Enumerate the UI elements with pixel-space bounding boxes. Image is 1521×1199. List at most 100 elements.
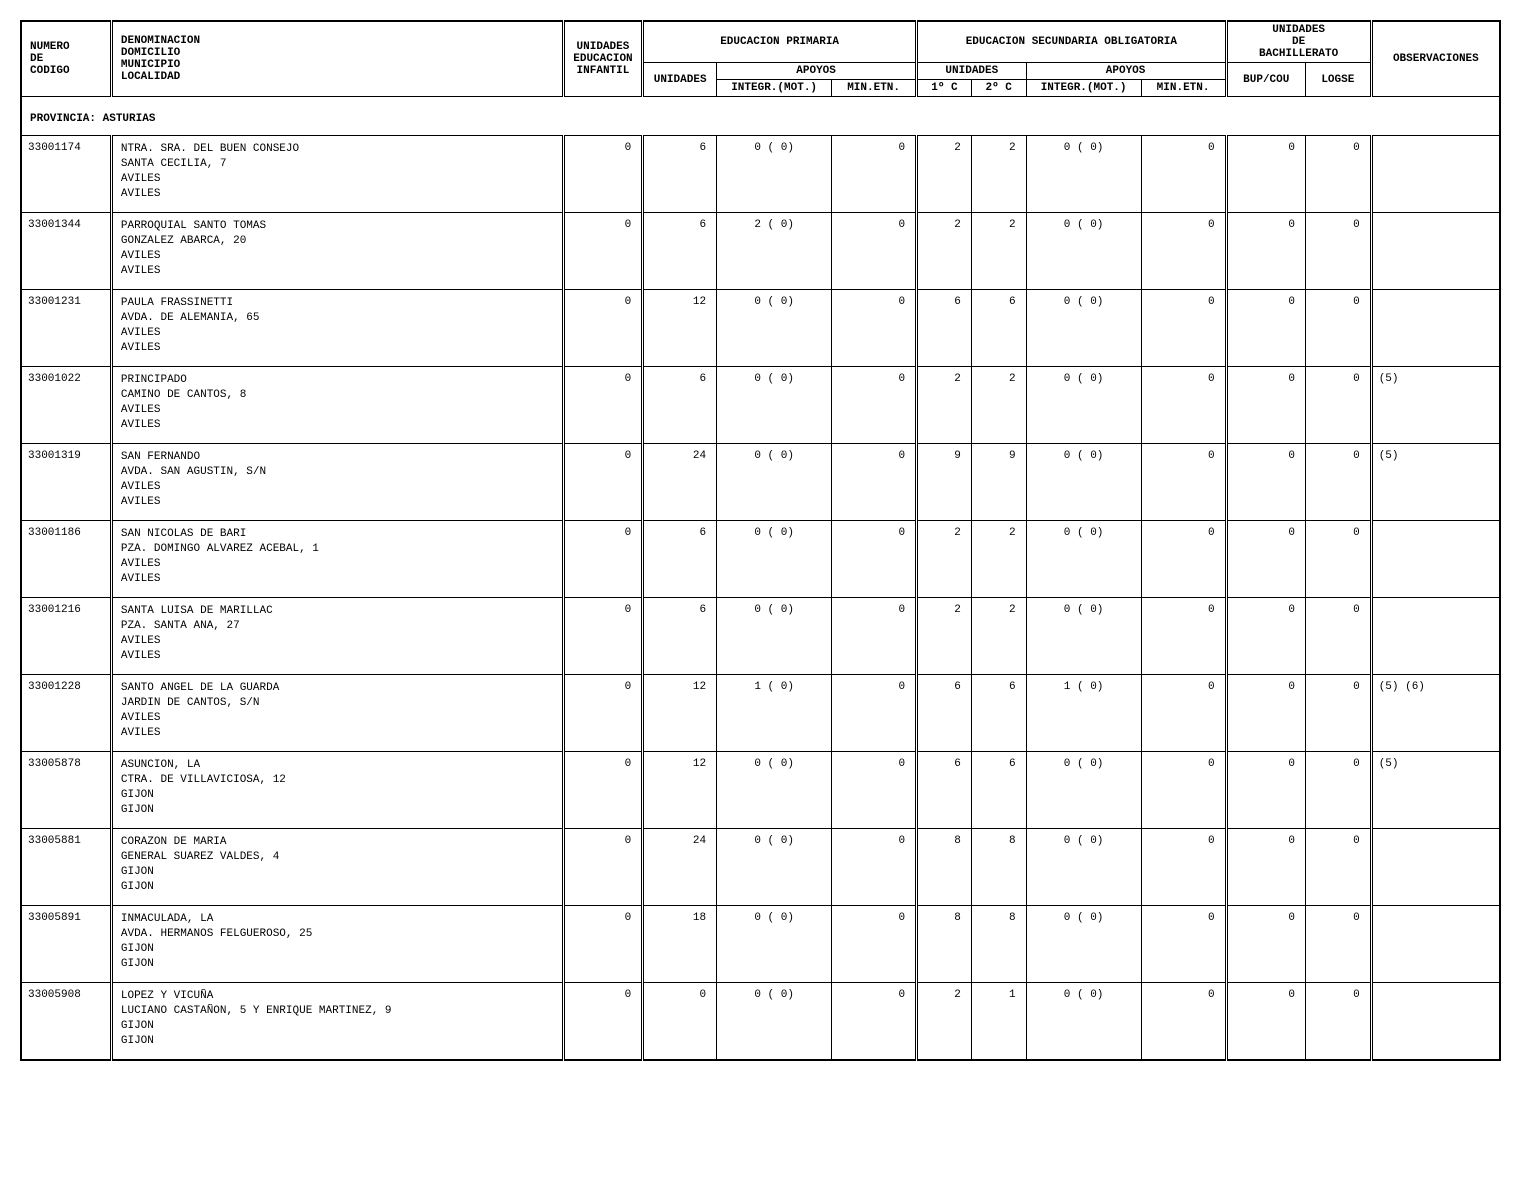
cell-denom: SANTO ANGEL DE LA GUARDA JARDIN DE CANTO… [111, 675, 563, 752]
cell-ep-integ: 0 ( 0) [717, 752, 832, 829]
cell-logse: 0 [1305, 675, 1371, 752]
school-units-table: NUMERO DE CODIGO DENOMINACION DOMICILIO … [20, 20, 1501, 1061]
table-row: 33001319SAN FERNANDO AVDA. SAN AGUSTIN, … [21, 444, 1500, 521]
hdr-1c: 1º C [917, 80, 972, 97]
cell-code: 33005881 [21, 829, 111, 906]
hdr-ep-min: MIN.ETN. [832, 80, 917, 97]
hdr-ep-integ: INTEGR.(MOT.) [717, 80, 832, 97]
cell-code: 33005878 [21, 752, 111, 829]
cell-infantil: 0 [563, 752, 642, 829]
cell-denom: ASUNCION, LA CTRA. DE VILLAVICIOSA, 12 G… [111, 752, 563, 829]
cell-bup: 0 [1226, 367, 1305, 444]
table-row: 33001344PARROQUIAL SANTO TOMAS GONZALEZ … [21, 213, 1500, 290]
cell-bup: 0 [1226, 829, 1305, 906]
cell-bup: 0 [1226, 136, 1305, 213]
cell-eso-integ: 0 ( 0) [1026, 213, 1141, 290]
cell-1c: 2 [917, 598, 972, 675]
hdr-eso-unidades: UNIDADES [917, 63, 1027, 80]
cell-eso-min: 0 [1141, 136, 1226, 213]
cell-ep-unidades: 12 [643, 752, 717, 829]
table-row: 33005881CORAZON DE MARIA GENERAL SUAREZ … [21, 829, 1500, 906]
cell-infantil: 0 [563, 521, 642, 598]
cell-2c: 9 [971, 444, 1026, 521]
cell-eso-integ: 0 ( 0) [1026, 367, 1141, 444]
cell-2c: 8 [971, 906, 1026, 983]
cell-denom: SAN FERNANDO AVDA. SAN AGUSTIN, S/N AVIL… [111, 444, 563, 521]
cell-infantil: 0 [563, 136, 642, 213]
cell-denom: PRINCIPADO CAMINO DE CANTOS, 8 AVILES AV… [111, 367, 563, 444]
table-row: 33005908LOPEZ Y VICUÑA LUCIANO CASTAÑON,… [21, 983, 1500, 1061]
cell-ep-unidades: 6 [643, 367, 717, 444]
cell-obs [1371, 290, 1500, 367]
cell-eso-integ: 0 ( 0) [1026, 906, 1141, 983]
hdr-ep-unidades: UNIDADES [643, 63, 717, 97]
cell-eso-integ: 0 ( 0) [1026, 444, 1141, 521]
hdr-ep-title: EDUCACION PRIMARIA [643, 21, 917, 63]
cell-ep-unidades: 6 [643, 213, 717, 290]
cell-logse: 0 [1305, 290, 1371, 367]
hdr-2c: 2º C [971, 80, 1026, 97]
cell-eso-integ: 0 ( 0) [1026, 752, 1141, 829]
cell-2c: 8 [971, 829, 1026, 906]
cell-ep-min: 0 [832, 906, 917, 983]
cell-bup: 0 [1226, 752, 1305, 829]
cell-code: 33001228 [21, 675, 111, 752]
cell-ep-integ: 0 ( 0) [717, 136, 832, 213]
cell-infantil: 0 [563, 829, 642, 906]
cell-bup: 0 [1226, 598, 1305, 675]
cell-ep-integ: 0 ( 0) [717, 290, 832, 367]
hdr-eso-integ: INTEGR.(MOT.) [1026, 80, 1141, 97]
cell-denom: INMACULADA, LA AVDA. HERMANOS FELGUEROSO… [111, 906, 563, 983]
cell-logse: 0 [1305, 136, 1371, 213]
cell-eso-min: 0 [1141, 906, 1226, 983]
cell-infantil: 0 [563, 675, 642, 752]
cell-ep-min: 0 [832, 444, 917, 521]
cell-eso-min: 0 [1141, 983, 1226, 1061]
table-row: 33005878ASUNCION, LA CTRA. DE VILLAVICIO… [21, 752, 1500, 829]
cell-eso-min: 0 [1141, 444, 1226, 521]
cell-ep-integ: 0 ( 0) [717, 598, 832, 675]
cell-obs [1371, 136, 1500, 213]
cell-ep-integ: 1 ( 0) [717, 675, 832, 752]
cell-ep-min: 0 [832, 752, 917, 829]
cell-ep-unidades: 0 [643, 983, 717, 1061]
cell-denom: PAULA FRASSINETTI AVDA. DE ALEMANIA, 65 … [111, 290, 563, 367]
cell-logse: 0 [1305, 829, 1371, 906]
hdr-eso-title: EDUCACION SECUNDARIA OBLIGATORIA [917, 21, 1227, 63]
cell-bup: 0 [1226, 213, 1305, 290]
cell-infantil: 0 [563, 444, 642, 521]
cell-logse: 0 [1305, 752, 1371, 829]
cell-ep-integ: 0 ( 0) [717, 521, 832, 598]
cell-2c: 2 [971, 367, 1026, 444]
cell-code: 33005908 [21, 983, 111, 1061]
cell-eso-min: 0 [1141, 829, 1226, 906]
cell-logse: 0 [1305, 906, 1371, 983]
cell-ep-unidades: 18 [643, 906, 717, 983]
cell-ep-min: 0 [832, 521, 917, 598]
hdr-eso-min: MIN.ETN. [1141, 80, 1226, 97]
cell-obs [1371, 906, 1500, 983]
cell-2c: 6 [971, 752, 1026, 829]
hdr-bach-title: UNIDADES DE BACHILLERATO [1226, 21, 1371, 63]
hdr-code: NUMERO DE CODIGO [21, 21, 111, 97]
table-row: 33005891INMACULADA, LA AVDA. HERMANOS FE… [21, 906, 1500, 983]
cell-code: 33001022 [21, 367, 111, 444]
cell-logse: 0 [1305, 983, 1371, 1061]
cell-2c: 1 [971, 983, 1026, 1061]
cell-obs: (5) (6) [1371, 675, 1500, 752]
cell-denom: SAN NICOLAS DE BARI PZA. DOMINGO ALVAREZ… [111, 521, 563, 598]
cell-1c: 2 [917, 136, 972, 213]
cell-bup: 0 [1226, 906, 1305, 983]
cell-bup: 0 [1226, 521, 1305, 598]
cell-1c: 2 [917, 983, 972, 1061]
cell-eso-integ: 0 ( 0) [1026, 290, 1141, 367]
cell-infantil: 0 [563, 367, 642, 444]
cell-denom: SANTA LUISA DE MARILLAC PZA. SANTA ANA, … [111, 598, 563, 675]
cell-bup: 0 [1226, 675, 1305, 752]
cell-ep-min: 0 [832, 290, 917, 367]
cell-ep-integ: 0 ( 0) [717, 906, 832, 983]
table-row: 33001216SANTA LUISA DE MARILLAC PZA. SAN… [21, 598, 1500, 675]
cell-ep-min: 0 [832, 367, 917, 444]
cell-1c: 8 [917, 906, 972, 983]
cell-ep-integ: 0 ( 0) [717, 983, 832, 1061]
